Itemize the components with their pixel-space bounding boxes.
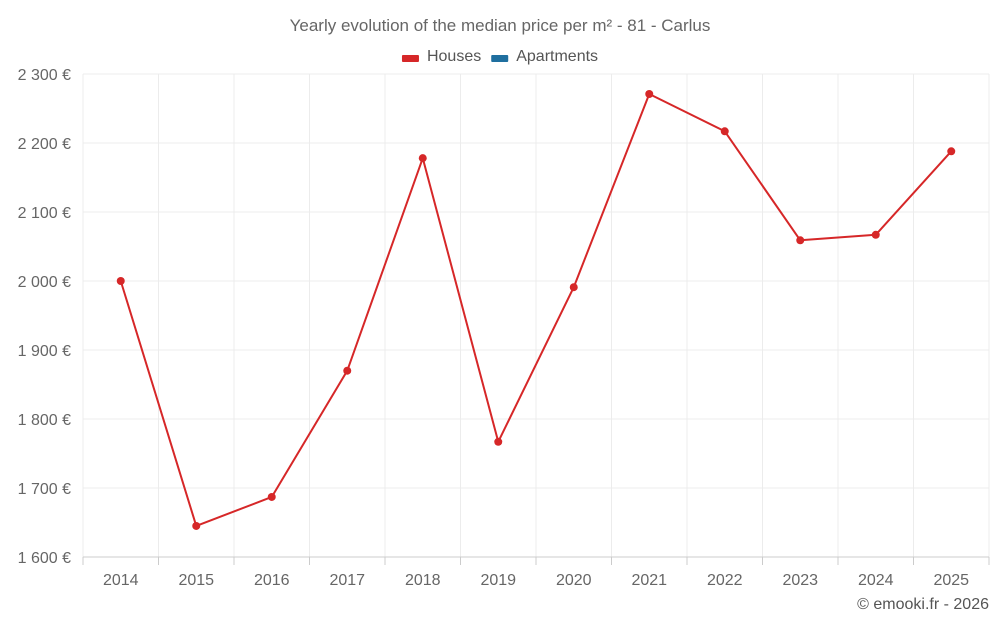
data-point[interactable] <box>343 366 352 375</box>
x-tick-label: 2024 <box>858 572 894 589</box>
legend-swatch <box>491 55 509 62</box>
chart-title: Yearly evolution of the median price per… <box>290 16 711 35</box>
legend-label: Houses <box>427 48 481 65</box>
x-tick-label: 2021 <box>631 572 667 589</box>
x-tick-label: 2018 <box>405 572 441 589</box>
x-tick-label: 2020 <box>556 572 592 589</box>
y-tick-label: 2 000 € <box>18 274 71 291</box>
y-tick-label: 1 800 € <box>18 412 71 429</box>
x-tick-label: 2014 <box>103 572 139 589</box>
data-point[interactable] <box>116 277 125 285</box>
data-point[interactable] <box>871 230 880 239</box>
legend-item-apartments[interactable]: Apartments <box>491 48 598 65</box>
x-tick-label: 2022 <box>707 572 743 589</box>
x-tick-label: 2015 <box>178 572 214 589</box>
series-line-houses <box>119 93 952 527</box>
x-tick-label: 2023 <box>782 572 818 589</box>
y-tick-label: 2 100 € <box>18 205 71 222</box>
data-point[interactable] <box>418 154 427 163</box>
x-tick-label: 2019 <box>480 572 516 589</box>
x-tick-label: 2017 <box>329 572 365 589</box>
data-point[interactable] <box>569 283 578 292</box>
legend-swatch <box>401 55 419 62</box>
y-tick-label: 1 600 € <box>18 550 71 567</box>
data-point[interactable] <box>796 236 805 245</box>
data-point[interactable] <box>947 147 956 156</box>
data-point[interactable] <box>494 437 503 446</box>
grid <box>82 73 990 558</box>
y-tick-label: 1 700 € <box>18 481 71 498</box>
x-tick-label: 2016 <box>254 572 290 589</box>
y-axis: 1 600 € 1 700 € 1 800 € 1 900 € 2 000 € 2 100… <box>18 67 71 567</box>
x-axis: 2014 2015 2016 2017 2018 2019 2020 2021 2022 2023… <box>82 556 990 589</box>
data-point[interactable] <box>645 90 654 99</box>
y-tick-label: 1 900 € <box>18 343 71 360</box>
x-tick-label: 2025 <box>933 572 969 589</box>
y-tick-label: 2 300 € <box>18 67 71 84</box>
data-point[interactable] <box>267 492 276 501</box>
legend: Houses Apartments <box>401 48 598 65</box>
y-tick-label: 2 200 € <box>18 136 71 153</box>
credit-text: © emooki.fr - 2026 <box>857 596 989 613</box>
series-layer <box>116 90 956 530</box>
data-point[interactable] <box>720 127 729 136</box>
legend-label: Apartments <box>516 48 598 65</box>
data-point[interactable] <box>192 521 201 530</box>
legend-item-houses[interactable]: Houses <box>401 48 481 65</box>
